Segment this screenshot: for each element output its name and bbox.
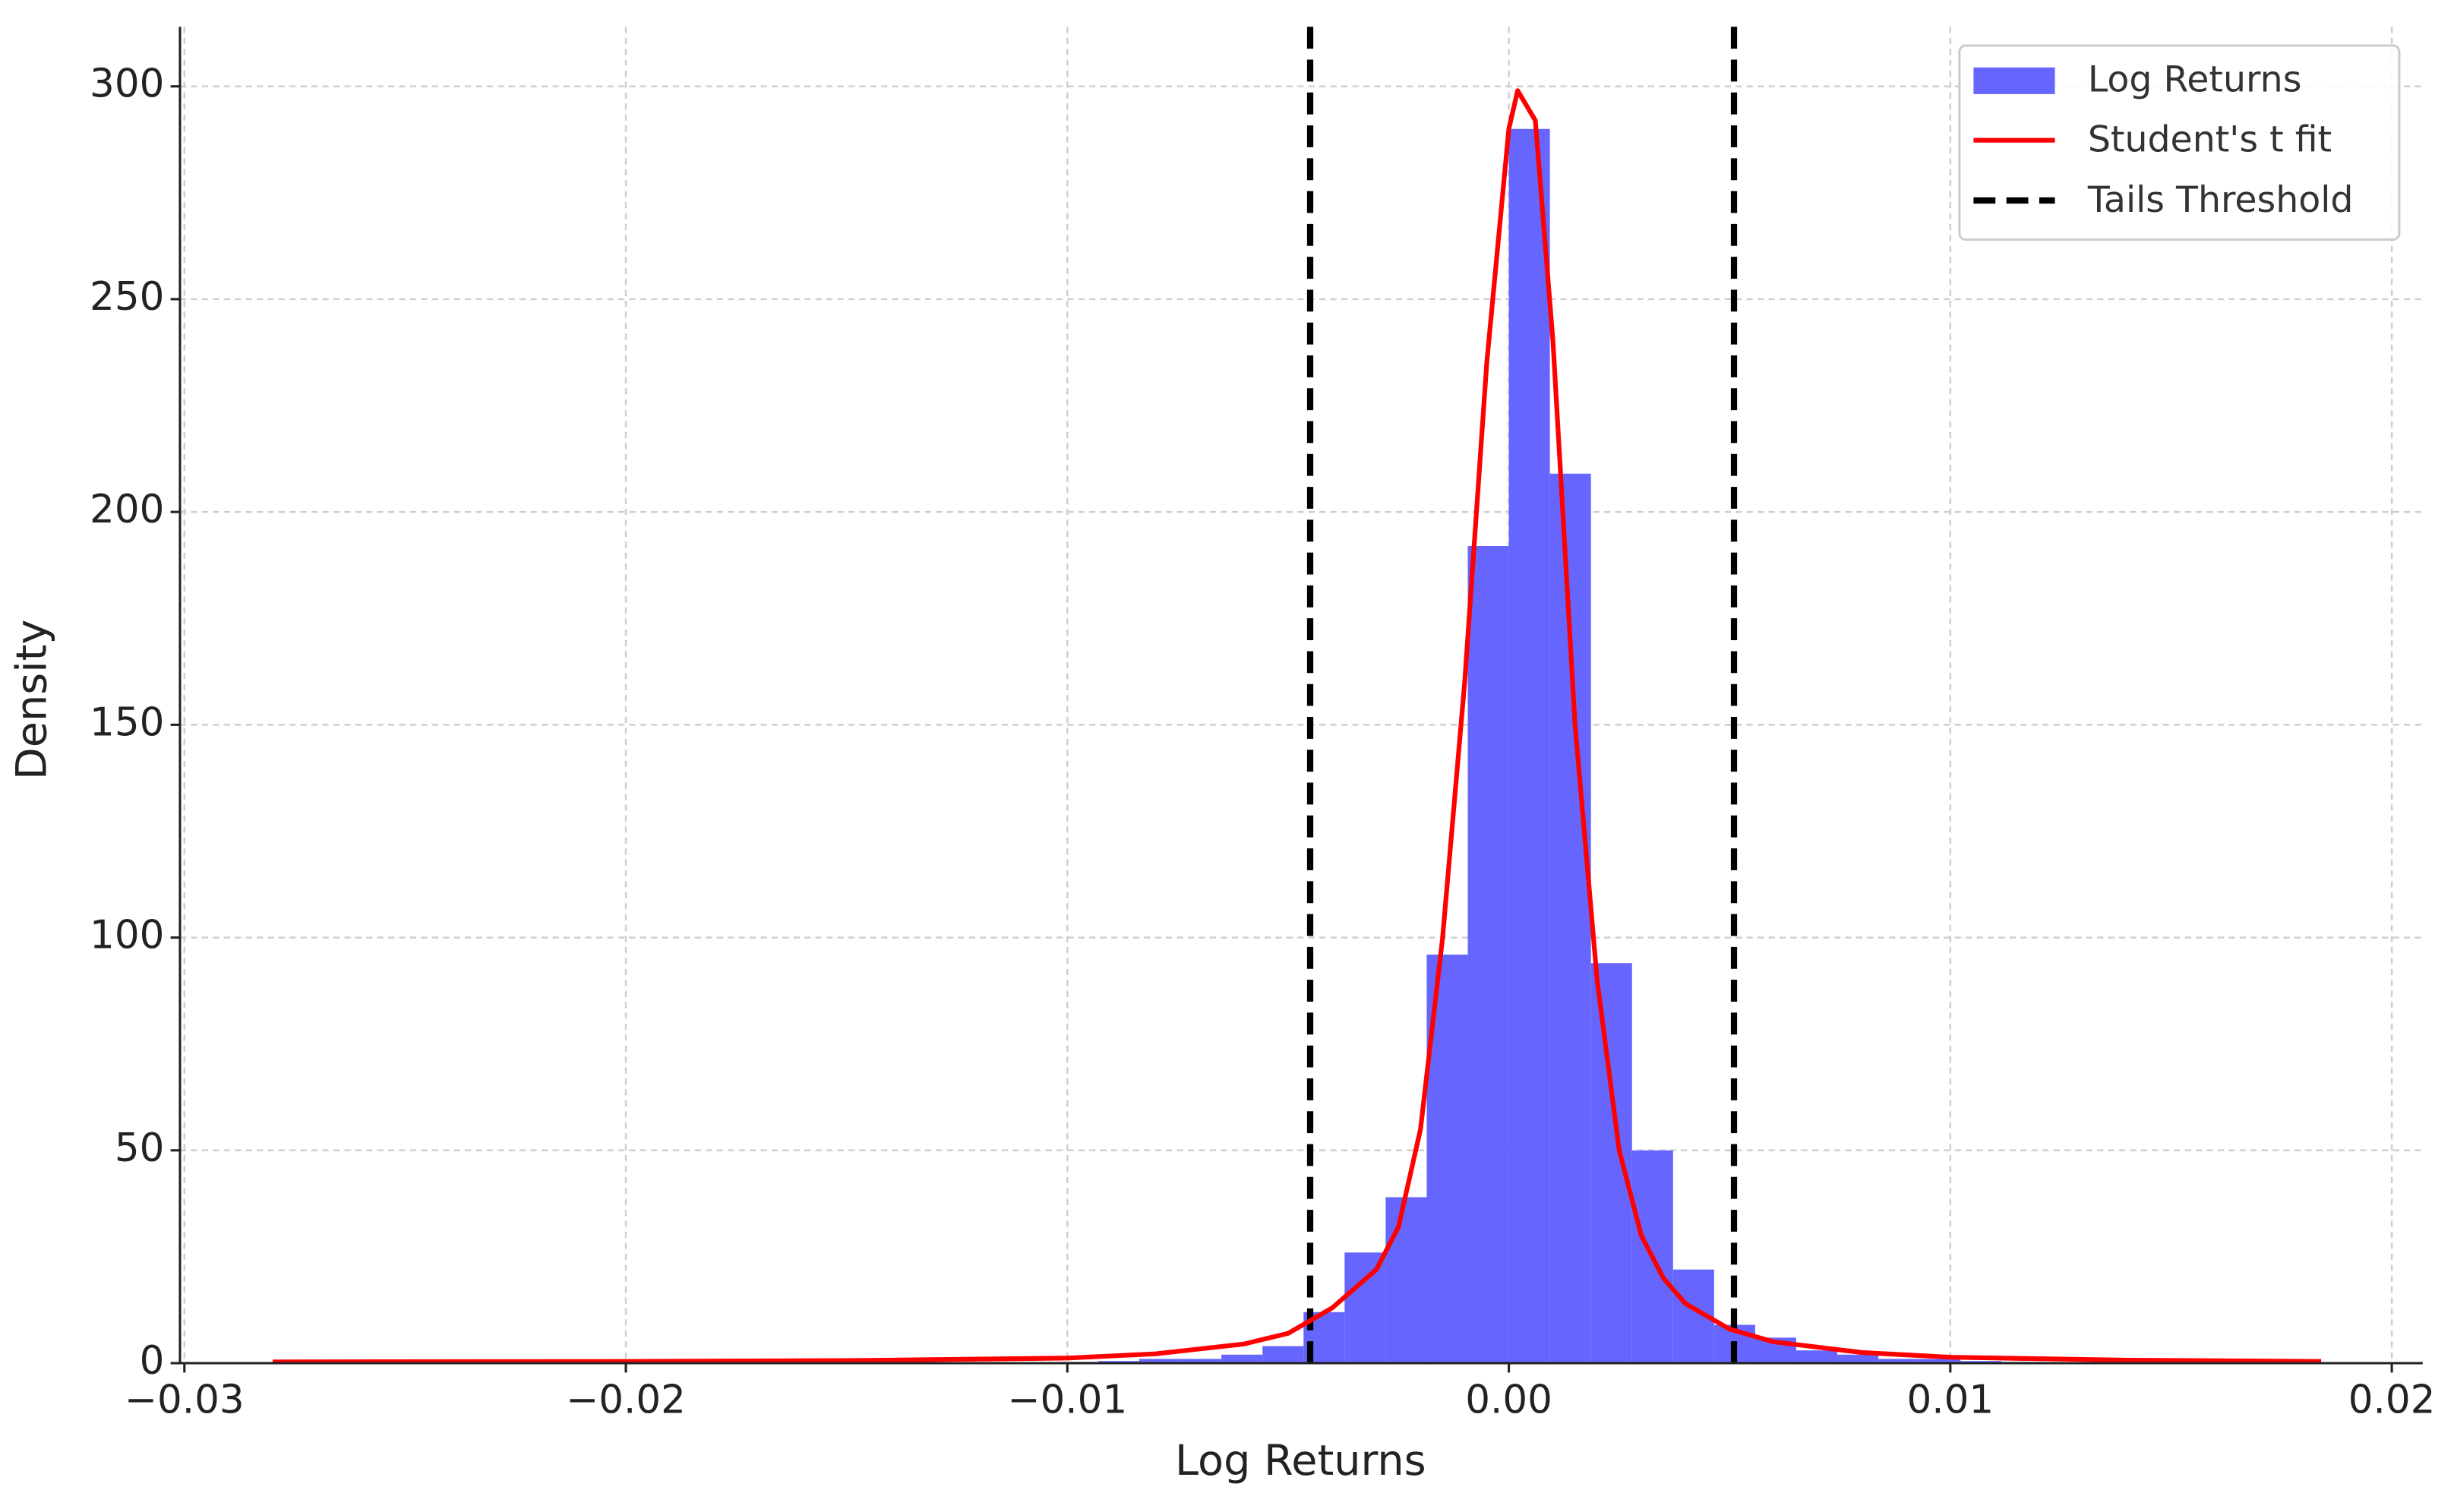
legend-label: Tails Threshold (2087, 179, 2354, 221)
y-tick-label: 0 (140, 1338, 165, 1384)
histogram-bar (1139, 1359, 1181, 1364)
x-tick-label: −0.02 (566, 1378, 686, 1423)
histogram-bar (1795, 1350, 1838, 1364)
y-tick-label: 100 (90, 913, 164, 958)
histogram-bar (1180, 1359, 1222, 1364)
x-axis-label: Log Returns (1175, 1436, 1426, 1485)
legend-label: Log Returns (2088, 58, 2302, 100)
histogram-bar (1590, 963, 1632, 1364)
y-tick-label: 300 (90, 62, 164, 107)
legend-box (1958, 44, 2401, 241)
x-tick-label: −0.03 (125, 1378, 245, 1423)
histogram-bar (1467, 545, 1509, 1364)
y-axis-label: Density (7, 620, 56, 780)
y-tick-label: 250 (90, 274, 164, 320)
legend-label: Student's t fit (2088, 119, 2332, 161)
legend-swatch (1973, 67, 2055, 94)
histogram-bar (1837, 1354, 1879, 1364)
x-tick-label: 0.01 (1907, 1378, 1994, 1423)
y-tick-label: 150 (90, 699, 164, 745)
fit-line (273, 88, 2322, 1365)
histogram-bar (1221, 1354, 1263, 1364)
histogram-bar (1385, 1197, 1427, 1364)
histogram-bar (1508, 128, 1550, 1364)
x-tick-label: −0.01 (1007, 1378, 1127, 1423)
histogram-bar (1919, 1359, 1961, 1364)
histogram-bar (1262, 1346, 1304, 1364)
y-tick-label: 200 (90, 487, 164, 532)
y-tick-label: 50 (115, 1125, 165, 1171)
x-tick-label: 0.00 (1465, 1378, 1552, 1423)
histogram-bar (1878, 1359, 1920, 1364)
x-tick-label: 0.02 (2348, 1378, 2436, 1423)
histogram-bar (1344, 1252, 1386, 1364)
